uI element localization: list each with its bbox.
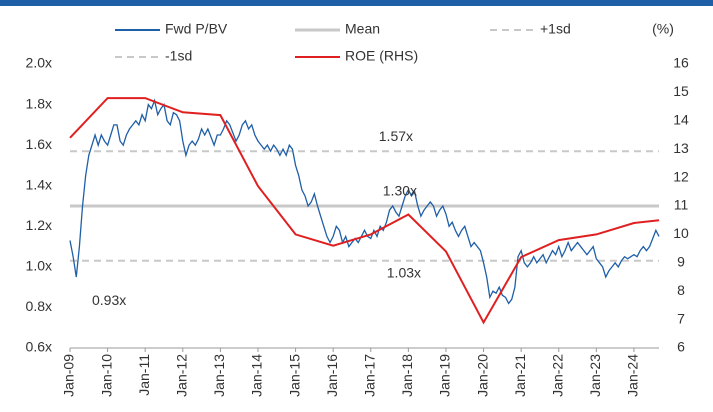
y2-axis-label: (%) [652,21,674,37]
x-tick-label: Jan-14 [249,354,265,397]
x-tick-label: Jan-09 [61,354,77,397]
series-line [69,97,660,325]
y2-tick-label: 16 [673,55,689,71]
x-tick-label: Jan-16 [324,354,340,397]
x-tick-label: Jan-19 [437,354,453,397]
y2-tick-label: 14 [673,112,689,128]
y-tick-label: 1.0x [26,258,52,274]
y2-tick-label: 7 [677,310,685,326]
annotation: 1.30x [383,183,417,199]
y2-tick-label: 8 [677,282,685,298]
x-tick-label: Jan-17 [361,354,377,397]
annotation: 1.03x [387,264,421,280]
y2-tick-label: 13 [673,140,689,156]
y-tick-label: 0.6x [26,339,52,355]
series-line [69,98,660,305]
legend-label: +1sd [540,21,571,37]
y-tick-label: 1.2x [26,217,52,233]
legend-label: Mean [345,21,380,37]
y-tick-label: 1.8x [26,95,52,111]
x-tick-label: Jan-13 [211,354,227,397]
x-tick-label: Jan-12 [173,354,189,397]
x-tick-label: Jan-10 [98,354,114,397]
x-tick-label: Jan-23 [587,354,603,397]
y2-tick-label: 10 [673,225,689,241]
y2-tick-label: 6 [677,339,685,355]
legend-label: ROE (RHS) [345,48,418,64]
header-bar [0,0,713,6]
x-tick-label: Jan-11 [136,354,152,396]
y2-tick-label: 9 [677,254,685,270]
y2-tick-label: 15 [673,83,689,99]
y2-tick-label: 12 [673,168,689,184]
x-tick-label: Jan-24 [625,354,641,397]
legend-label: -1sd [165,48,192,64]
y-tick-label: 1.6x [26,136,52,152]
x-tick-label: Jan-15 [286,354,302,397]
x-tick-label: Jan-22 [549,354,565,397]
y-tick-label: 2.0x [26,55,52,71]
x-tick-label: Jan-21 [512,354,528,397]
x-tick-label: Jan-20 [474,354,490,397]
annotation: 1.57x [379,128,413,144]
y-tick-label: 1.4x [26,176,52,192]
x-tick-label: Jan-18 [399,354,415,397]
annotation: 0.93x [92,292,126,308]
y2-tick-label: 11 [674,197,689,213]
y-tick-label: 0.8x [26,298,52,314]
legend-label: Fwd P/BV [165,21,228,37]
